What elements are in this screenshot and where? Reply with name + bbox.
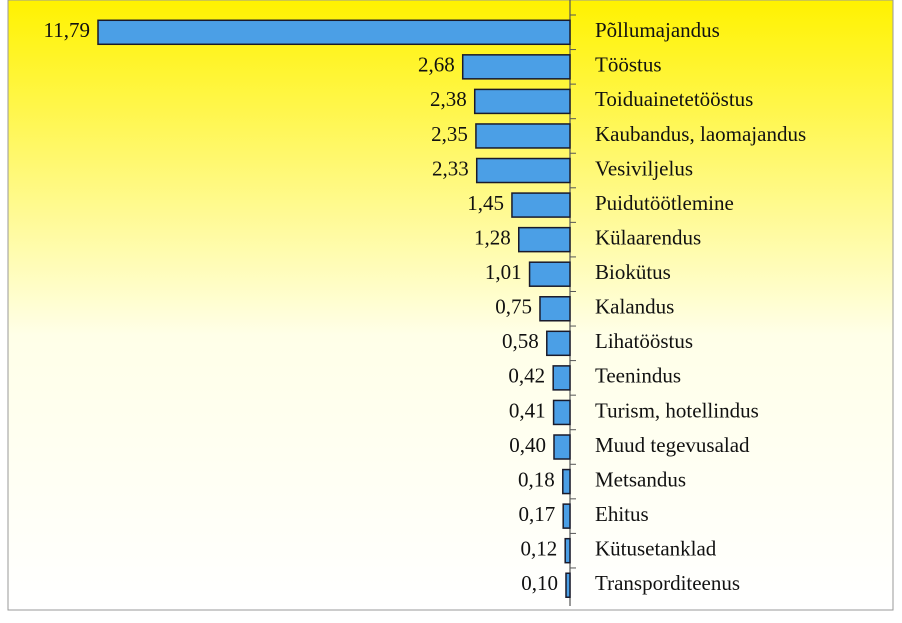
bar xyxy=(565,572,571,598)
data-label: 2,33 xyxy=(432,156,469,180)
bar xyxy=(97,19,571,46)
bar xyxy=(473,88,571,115)
bar xyxy=(475,157,571,184)
data-label: 0,75 xyxy=(495,295,532,319)
data-label: 11,79 xyxy=(44,18,90,42)
data-label: 0,42 xyxy=(508,364,545,388)
category-label: Külaarendus xyxy=(595,225,701,249)
data-label: 2,38 xyxy=(430,87,467,111)
category-label: Lihatööstus xyxy=(595,329,693,353)
category-label: Biokütus xyxy=(595,260,671,284)
data-label: 0,58 xyxy=(502,329,539,353)
category-label: Turism, hotellindus xyxy=(595,398,759,422)
bar xyxy=(552,365,571,391)
category-label: Põllumajandus xyxy=(595,18,720,42)
bar xyxy=(518,226,571,253)
data-label: 0,10 xyxy=(521,571,558,595)
bar xyxy=(552,399,571,426)
bar xyxy=(546,330,571,357)
bar xyxy=(553,434,571,460)
data-label: 0,12 xyxy=(520,536,557,560)
category-label: Muud tegevusalad xyxy=(595,433,750,457)
category-label: Toiduainetetööstus xyxy=(595,87,753,111)
data-label: 2,35 xyxy=(431,122,468,146)
category-label: Teenindus xyxy=(595,364,681,388)
bar xyxy=(528,261,571,287)
data-label: 2,68 xyxy=(418,53,455,77)
data-label: 0,41 xyxy=(509,398,546,422)
bar xyxy=(475,123,571,149)
bar xyxy=(562,503,571,529)
data-label: 0,40 xyxy=(509,433,546,457)
category-label: Kaubandus, laomajandus xyxy=(595,122,806,146)
bar xyxy=(539,296,571,322)
category-label: Metsandus xyxy=(595,467,686,491)
category-label: Transporditeenus xyxy=(595,571,740,595)
category-label: Kütusetanklad xyxy=(595,536,717,560)
bar xyxy=(564,537,571,564)
bar xyxy=(461,54,571,80)
data-label: 0,17 xyxy=(518,502,555,526)
data-label: 0,18 xyxy=(518,467,555,491)
category-label: Ehitus xyxy=(595,502,649,526)
category-label: Vesiviljelus xyxy=(595,156,693,180)
bar xyxy=(562,468,571,495)
plot-background xyxy=(7,0,894,611)
data-label: 1,28 xyxy=(474,225,511,249)
category-label: Puidutöötlemine xyxy=(595,191,734,215)
category-label: Tööstus xyxy=(595,53,662,77)
data-label: 1,45 xyxy=(467,191,504,215)
category-label: Kalandus xyxy=(595,295,674,319)
bar xyxy=(511,192,571,218)
data-label: 1,01 xyxy=(485,260,522,284)
